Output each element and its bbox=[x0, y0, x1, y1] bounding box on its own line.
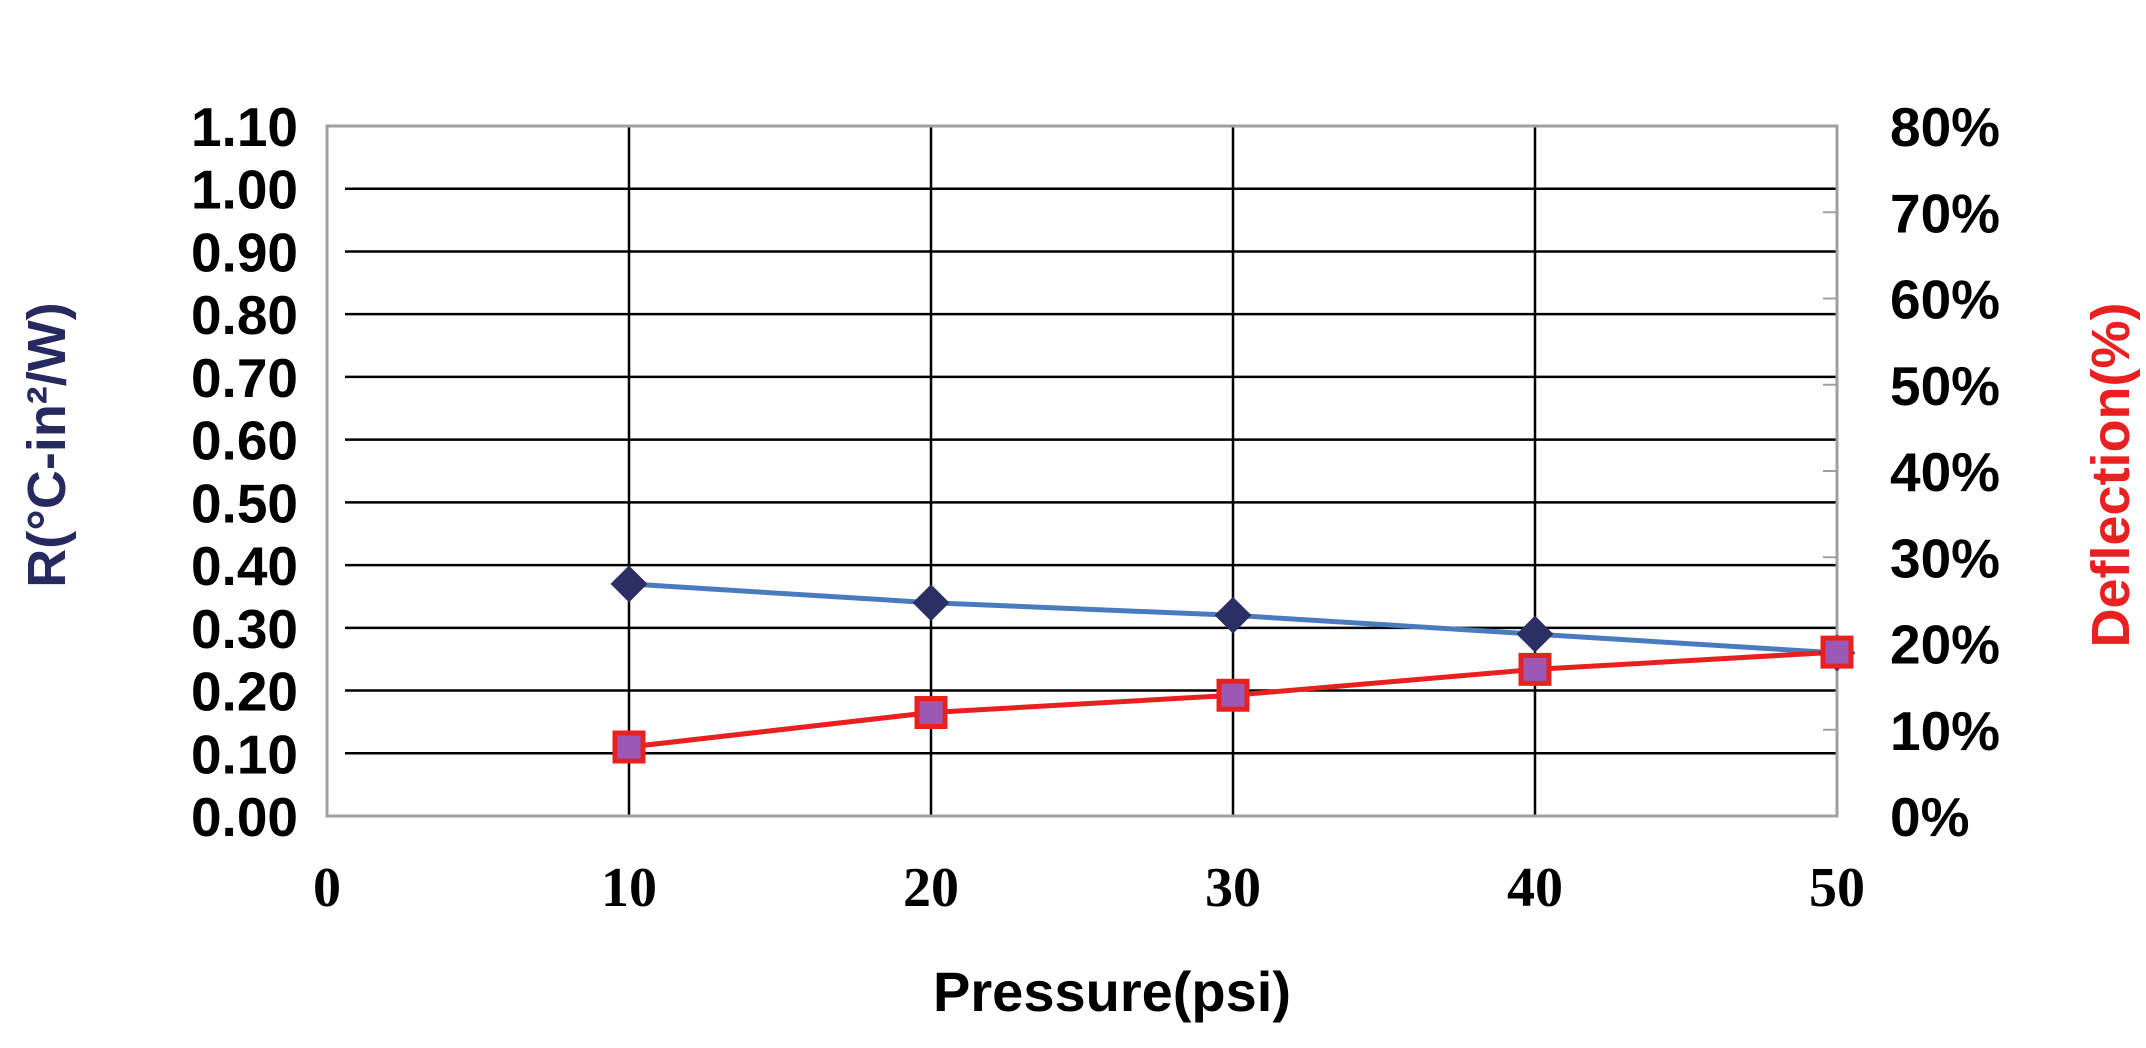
deflection-square-marker bbox=[1820, 635, 1854, 669]
left-y-tick-label: 0.90 bbox=[191, 221, 298, 283]
left-y-tick-label: 1.10 bbox=[191, 96, 298, 158]
right-y-tick-label: 60% bbox=[1890, 269, 2000, 331]
right-y-axis-title: Deflection(%) bbox=[2081, 302, 2141, 647]
right-y-tick-label: 40% bbox=[1890, 441, 2000, 503]
resistance-diamond-marker bbox=[912, 584, 950, 622]
deflection-square-marker bbox=[1518, 652, 1552, 686]
right-y-tick-label: 10% bbox=[1890, 700, 2000, 762]
left-y-tick-label: 0.20 bbox=[191, 661, 298, 723]
right-y-tick-label: 70% bbox=[1890, 182, 2000, 244]
left-y-axis-tick-labels: 0.000.100.200.300.400.500.600.700.800.90… bbox=[191, 96, 298, 848]
right-y-tick-label: 80% bbox=[1890, 96, 2000, 158]
x-axis-title: Pressure(psi) bbox=[933, 960, 1291, 1023]
resistance-diamond-marker bbox=[610, 565, 648, 603]
right-y-tick-label: 30% bbox=[1890, 527, 2000, 589]
plot-frame bbox=[325, 124, 1839, 818]
resistance-diamond-marker bbox=[1516, 615, 1554, 653]
left-y-tick-label: 0.00 bbox=[191, 786, 298, 848]
left-y-tick-label: 0.80 bbox=[191, 284, 298, 346]
x-tick-label: 40 bbox=[1507, 857, 1563, 919]
left-y-tick-label: 1.00 bbox=[191, 159, 298, 221]
series-layer bbox=[610, 565, 1856, 764]
x-tick-label: 10 bbox=[601, 857, 657, 919]
x-tick-label: 50 bbox=[1809, 857, 1865, 919]
left-y-tick-label: 0.30 bbox=[191, 598, 298, 660]
deflection-square-marker bbox=[1216, 678, 1250, 712]
right-y-tick-label: 0% bbox=[1890, 786, 1970, 848]
right-y-tick-label: 50% bbox=[1890, 355, 2000, 417]
x-tick-label: 30 bbox=[1205, 857, 1261, 919]
left-y-tick-label: 0.60 bbox=[191, 410, 298, 472]
right-y-tick-label: 20% bbox=[1890, 614, 2000, 676]
x-tick-label: 20 bbox=[903, 857, 959, 919]
left-y-tick-label: 0.10 bbox=[191, 723, 298, 785]
x-tick-label: 0 bbox=[313, 857, 341, 919]
deflection-square-marker bbox=[914, 696, 948, 729]
left-y-tick-label: 0.40 bbox=[191, 535, 298, 597]
resistance-diamond-marker bbox=[1214, 596, 1252, 634]
right-y-axis-tick-labels: 0% 10% 20% 30% 40% 50% 60% 70% 80% bbox=[1890, 96, 2000, 848]
left-y-tick-label: 0.50 bbox=[191, 472, 298, 534]
left-y-axis-title: R(°C-in²/W) bbox=[17, 302, 77, 587]
deflection-square-marker bbox=[612, 730, 646, 764]
left-y-tick-label: 0.70 bbox=[191, 347, 298, 409]
grid-lines bbox=[345, 124, 1837, 817]
x-axis-tick-labels: 0 10 20 30 40 50 bbox=[313, 857, 1865, 919]
